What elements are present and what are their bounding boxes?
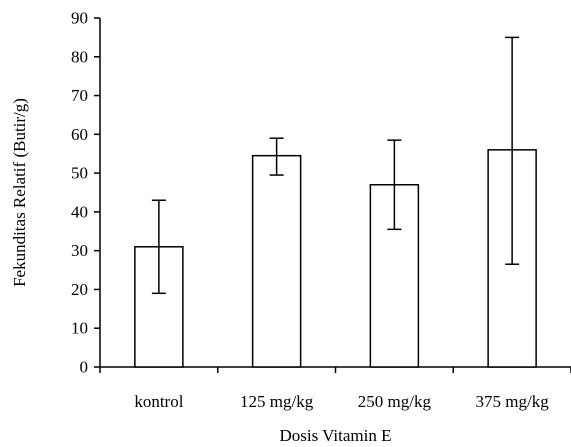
bar-0 [134, 246, 184, 368]
y-axis: 0 10 20 30 40 50 60 70 80 90 [71, 9, 101, 377]
x-tick-label: kontrol [134, 392, 183, 411]
y-tick-label: 90 [71, 9, 88, 28]
y-axis-title: Fekunditas Relatif (Butir/g) [10, 98, 29, 287]
y-tick-label: 60 [71, 125, 88, 144]
x-axis-title: Dosis Vitamin E [279, 426, 391, 445]
x-tick-label: 125 mg/kg [240, 392, 314, 411]
y-tick-label: 0 [80, 358, 89, 377]
y-tick-label: 10 [71, 319, 88, 338]
y-tick-label: 40 [71, 202, 88, 221]
y-tick-label: 80 [71, 47, 88, 66]
y-tick-label: 30 [71, 241, 88, 260]
y-tick-label: 50 [71, 164, 88, 183]
x-tick-label: 250 mg/kg [358, 392, 432, 411]
bars [134, 149, 537, 368]
bar-1 [251, 154, 302, 368]
x-axis: kontrol 125 mg/kg 250 mg/kg 375 mg/kg [99, 366, 571, 411]
x-tick-label: 375 mg/kg [476, 392, 550, 411]
error-bars [151, 36, 520, 295]
y-tick-label: 20 [71, 280, 88, 299]
y-tick-label: 70 [71, 86, 88, 105]
